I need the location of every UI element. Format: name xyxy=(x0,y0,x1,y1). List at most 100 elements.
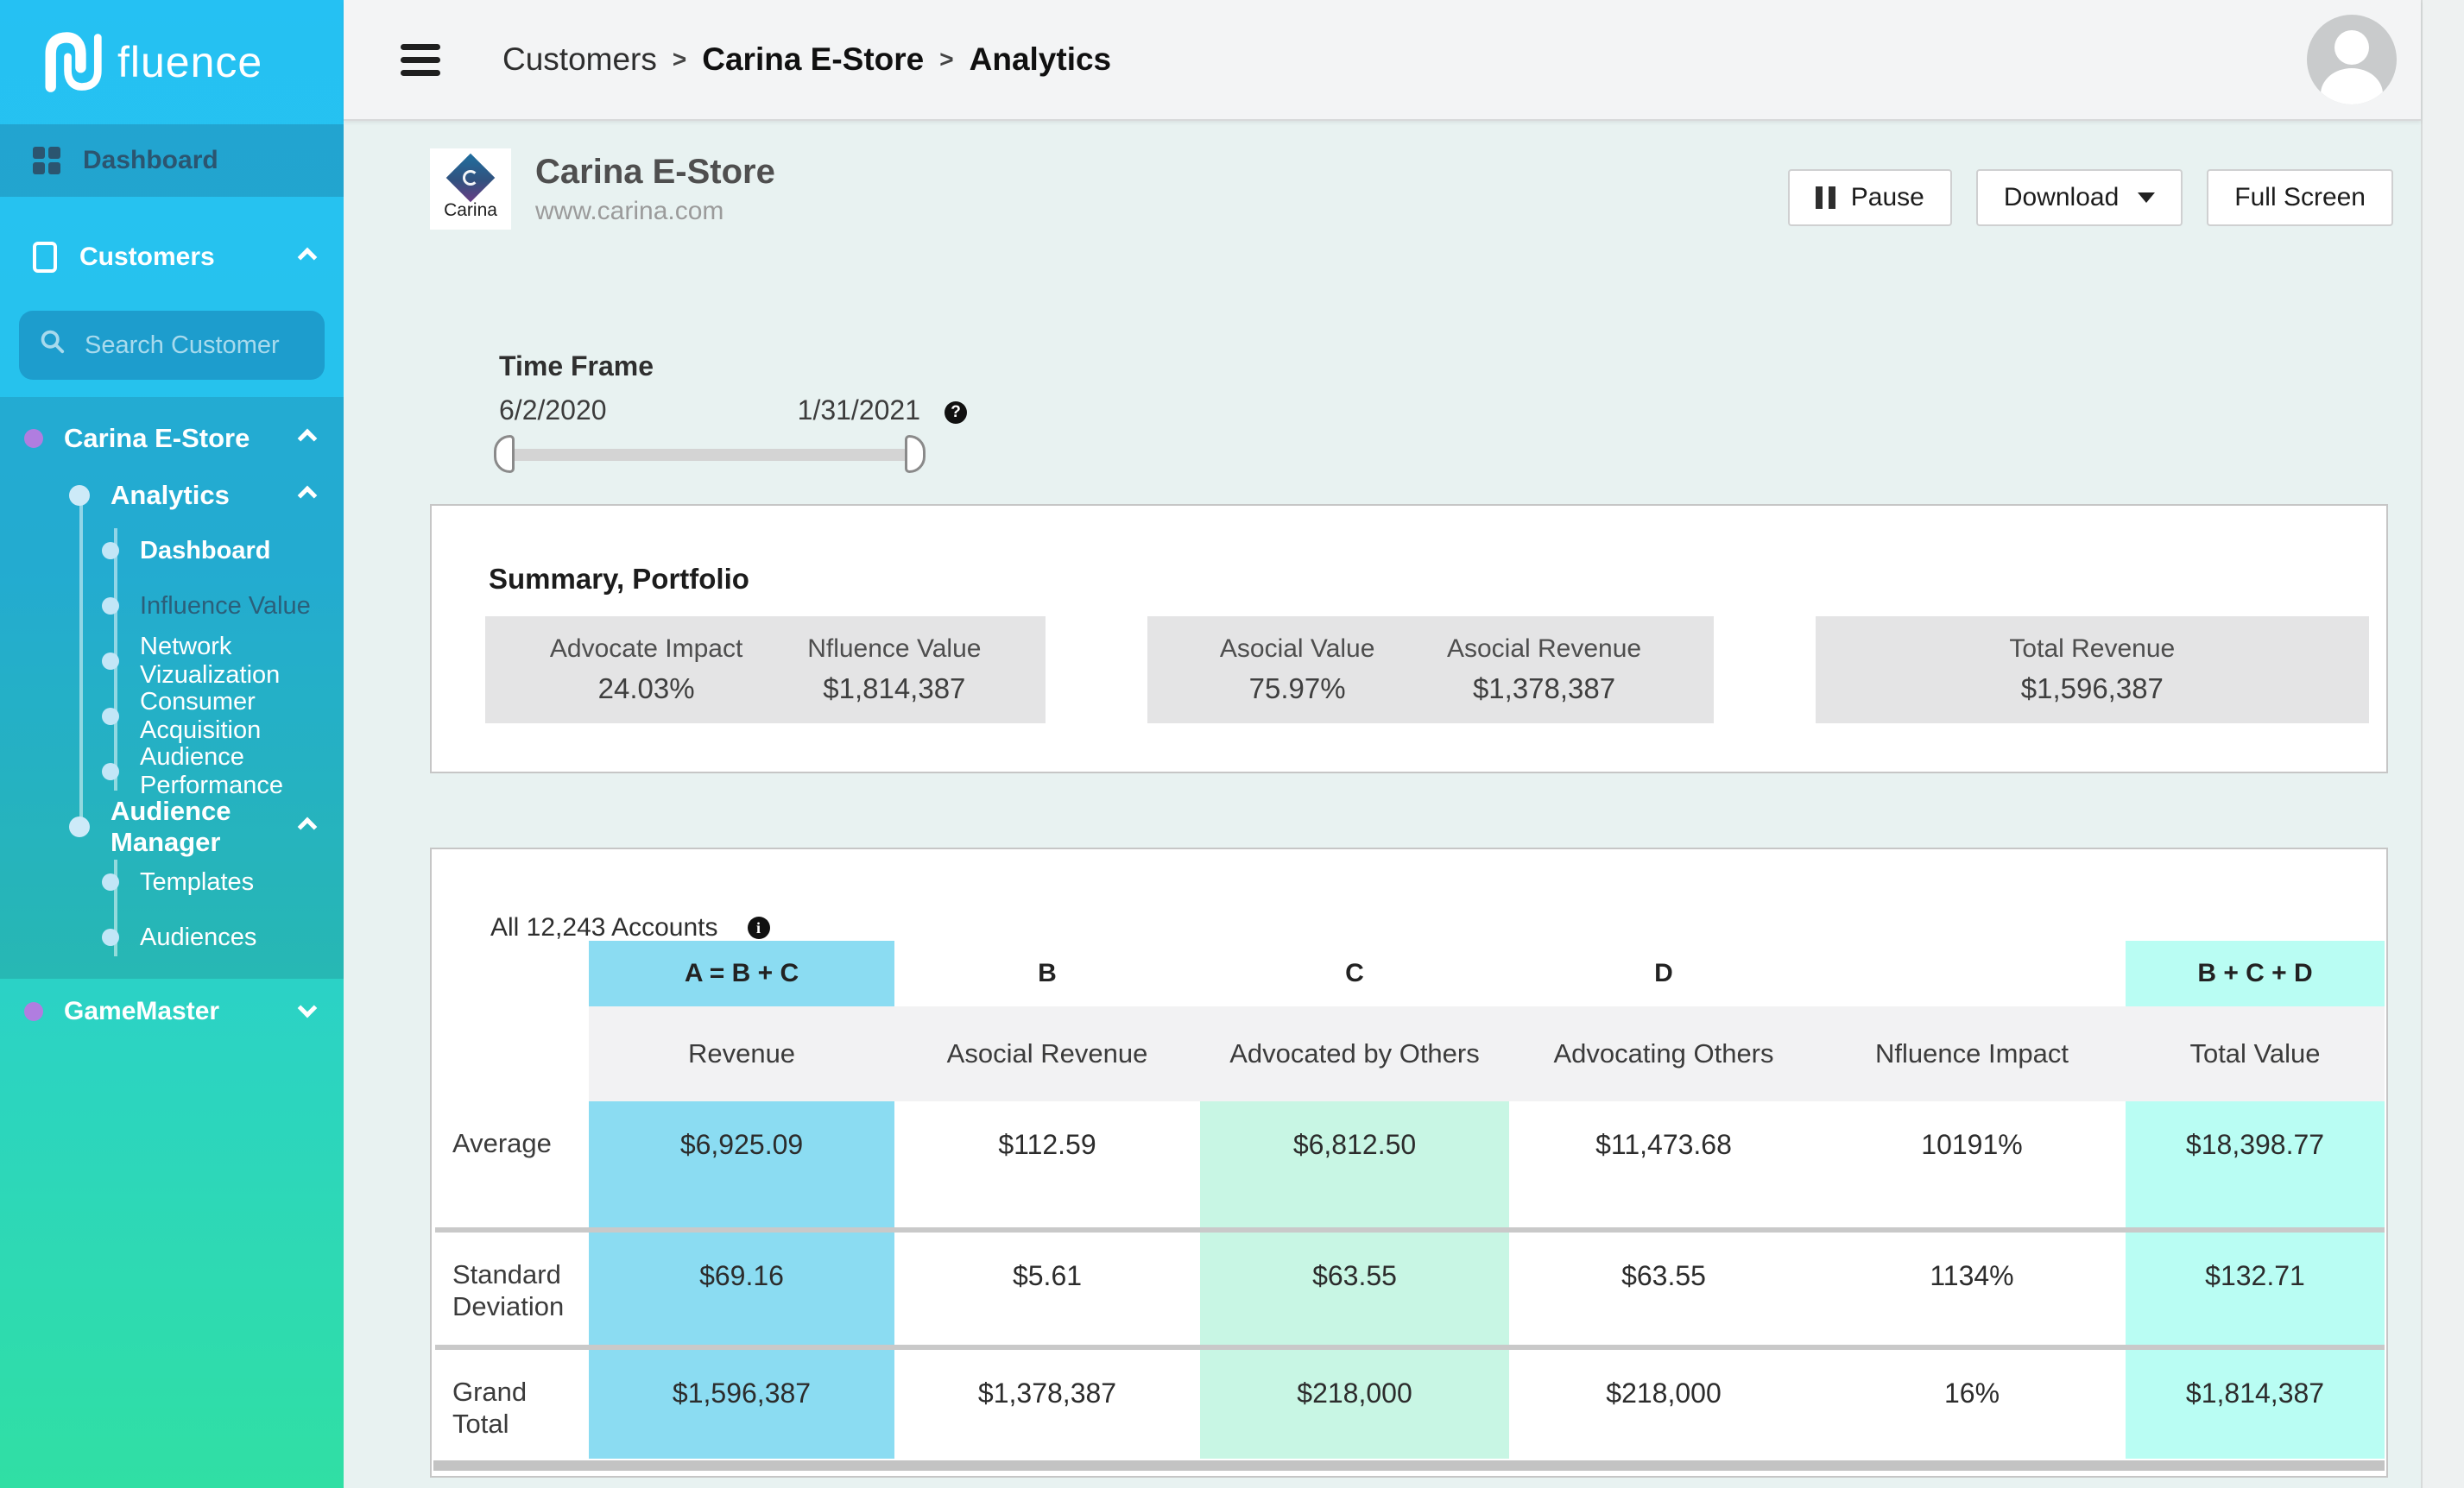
stat-label: Asocial Value xyxy=(1220,630,1375,668)
header-formula-empty xyxy=(1818,941,2126,1006)
avatar-person-icon xyxy=(2321,68,2383,104)
horizontal-scrollbar[interactable] xyxy=(433,1460,2385,1471)
header-formula-bcd: B + C + D xyxy=(2126,941,2385,1006)
app-logo-text: fluence xyxy=(117,37,262,87)
cell-stdev-advocating: $63.55 xyxy=(1509,1233,1818,1345)
sidebar-item-gamemaster[interactable]: GameMaster xyxy=(0,979,344,1044)
node-dot-icon xyxy=(102,708,119,725)
row-label-standard-deviation: Standard Deviation xyxy=(435,1233,589,1345)
client-logo-label: Carina xyxy=(444,200,497,221)
cell-total-nfluence-impact: 16% xyxy=(1818,1350,2126,1459)
sidebar-item-customers[interactable]: Customers xyxy=(0,218,344,297)
time-frame-slider[interactable] xyxy=(499,435,920,473)
audience-manager-label: Audience Manager xyxy=(111,796,300,858)
download-button[interactable]: Download xyxy=(1976,169,2183,226)
header-formula-b: B xyxy=(894,941,1200,1006)
stat-label: Advocate Impact xyxy=(550,630,742,668)
sidebar-item-audience-manager[interactable]: Audience Manager xyxy=(0,799,344,854)
pause-label: Pause xyxy=(1851,183,1924,212)
slider-handle-start[interactable] xyxy=(494,435,515,473)
leaf-label: Consumer Acquisition xyxy=(140,688,314,745)
node-dot-icon xyxy=(102,873,119,891)
slider-track[interactable] xyxy=(499,449,920,461)
sidebar-item-templates[interactable]: Templates xyxy=(0,854,344,910)
header-formula-a: A = B + C xyxy=(589,941,894,1006)
column-header-asocial-revenue: Asocial Revenue xyxy=(894,1006,1200,1101)
column-header-total-value: Total Value xyxy=(2126,1006,2385,1101)
customer-search[interactable] xyxy=(19,311,325,380)
dashboard-grid-icon xyxy=(33,147,60,174)
corner-cell xyxy=(435,941,589,1006)
customer-dot-icon xyxy=(24,429,43,448)
sidebar-item-carina-estore[interactable]: Carina E-Store xyxy=(0,409,344,468)
breadcrumb-analytics[interactable]: Analytics xyxy=(970,41,1112,78)
sidebar-item-dashboard[interactable]: Dashboard xyxy=(0,124,344,197)
pause-button[interactable]: Pause xyxy=(1788,169,1952,226)
stat-label: Asocial Revenue xyxy=(1447,630,1641,668)
info-icon[interactable]: i xyxy=(748,917,770,939)
cell-average-asocial-revenue: $112.59 xyxy=(894,1101,1200,1227)
chevron-down-icon xyxy=(298,999,318,1018)
cell-average-total-value: $18,398.77 xyxy=(2126,1101,2385,1227)
leaf-label: Dashboard xyxy=(140,537,270,565)
sidebar-item-audiences[interactable]: Audiences xyxy=(0,910,344,965)
corner-cell xyxy=(435,1006,589,1101)
client-url[interactable]: www.carina.com xyxy=(535,197,775,226)
customer-tree: Carina E-Store Analytics Dashboard Influ… xyxy=(0,397,344,979)
cell-total-advocating: $218,000 xyxy=(1509,1350,1818,1459)
leaf-label: Audience Performance xyxy=(140,743,314,800)
start-date: 6/2/2020 xyxy=(499,394,607,426)
time-frame: Time Frame 6/2/2020 1/31/2021 ? xyxy=(499,350,920,473)
client-header: Carina Carina E-Store www.carina.com xyxy=(430,148,775,230)
accounts-panel: All 12,243 Accounts i A = B + C B C D B … xyxy=(430,848,2388,1478)
customers-icon xyxy=(33,242,57,273)
analytics-label: Analytics xyxy=(111,480,230,511)
pause-icon xyxy=(1816,186,1835,209)
help-icon[interactable]: ? xyxy=(945,401,967,424)
column-header-revenue: Revenue xyxy=(589,1006,894,1101)
cell-average-advocating: $11,473.68 xyxy=(1509,1101,1818,1227)
sidebar-item-audience-performance[interactable]: Audience Performance xyxy=(0,744,344,799)
row-label-average: Average xyxy=(435,1101,589,1227)
cell-total-asocial-revenue: $1,378,387 xyxy=(894,1350,1200,1459)
chevron-up-icon xyxy=(298,248,318,268)
breadcrumb-carina-estore[interactable]: Carina E-Store xyxy=(702,41,924,78)
cell-total-revenue: $1,596,387 xyxy=(589,1350,894,1459)
accounts-title: All 12,243 Accounts xyxy=(490,913,718,943)
sidebar-item-influence-value[interactable]: Influence Value xyxy=(0,578,344,634)
slider-handle-end[interactable] xyxy=(905,435,926,473)
stat-value: 24.03% xyxy=(550,668,742,709)
sidebar-item-consumer-acquisition[interactable]: Consumer Acquisition xyxy=(0,689,344,744)
row-label-grand-total: Grand Total xyxy=(435,1350,589,1459)
header-formula-c: C xyxy=(1200,941,1509,1006)
node-dot-icon xyxy=(102,597,119,615)
leaf-label: Network Vizualization xyxy=(140,633,314,690)
hamburger-menu-icon[interactable] xyxy=(401,44,440,76)
stat-asocial-value: Asocial Value 75.97% xyxy=(1220,630,1375,709)
sidebar-item-analytics[interactable]: Analytics xyxy=(0,468,344,523)
content: Carina Carina E-Store www.carina.com Pau… xyxy=(344,121,2421,1488)
cell-total-advocated: $218,000 xyxy=(1200,1350,1509,1459)
stat-value: 75.97% xyxy=(1220,668,1375,709)
sidebar-item-network-vizualization[interactable]: Network Vizualization xyxy=(0,634,344,689)
search-input[interactable] xyxy=(81,330,306,362)
vertical-scrollbar[interactable] xyxy=(2421,0,2464,1488)
user-avatar[interactable] xyxy=(2307,15,2397,104)
column-header-advocated-by-others: Advocated by Others xyxy=(1200,1006,1509,1101)
stat-label: Total Revenue xyxy=(2009,630,2175,668)
customer-dot-icon xyxy=(24,1002,43,1021)
summary-title: Summary, Portfolio xyxy=(489,563,749,596)
chevron-up-icon xyxy=(298,817,318,837)
caret-down-icon xyxy=(2138,192,2155,203)
time-frame-label: Time Frame xyxy=(499,350,920,382)
app-logo[interactable]: fluence xyxy=(0,0,344,124)
accounts-table: A = B + C B C D B + C + D Revenue Asocia… xyxy=(435,941,2385,1459)
breadcrumb-customers[interactable]: Customers xyxy=(502,41,657,78)
stat-label: Nfluence Value xyxy=(807,630,981,668)
node-dot-icon xyxy=(102,929,119,946)
cell-total-total-value: $1,814,387 xyxy=(2126,1350,2385,1459)
sidebar-item-analytics-dashboard[interactable]: Dashboard xyxy=(0,523,344,578)
cell-stdev-revenue: $69.16 xyxy=(589,1233,894,1345)
carina-label: Carina E-Store xyxy=(64,423,250,454)
fullscreen-button[interactable]: Full Screen xyxy=(2207,169,2393,226)
